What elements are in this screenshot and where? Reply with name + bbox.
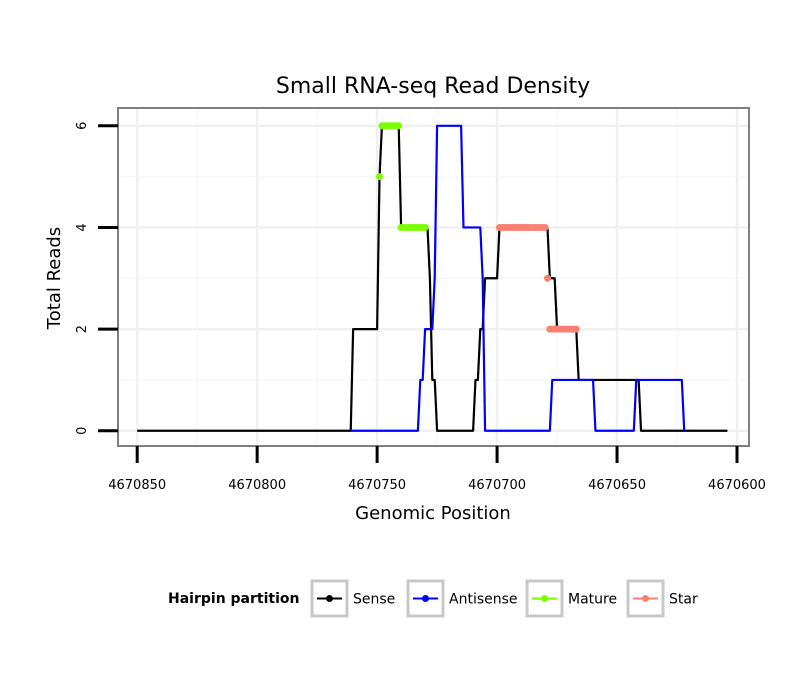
y-tick-label: 2 [75, 325, 90, 333]
legend-entry-star: Star [626, 579, 698, 618]
legend-title: Hairpin partition [168, 591, 299, 607]
x-axis-title: Genomic Position [355, 503, 511, 524]
mature-point [376, 173, 384, 181]
grid-lines [118, 108, 749, 446]
legend-key-dot [326, 595, 333, 602]
x-tick-label: 4670750 [348, 478, 406, 493]
legend-key-dot [422, 595, 429, 602]
legend-label: Antisense [449, 592, 518, 608]
legend-label: Mature [568, 592, 617, 608]
legend: Hairpin partition Sense Antisense Mature St… [168, 579, 698, 618]
legend-key-dot [642, 595, 649, 602]
mature-point [395, 122, 403, 130]
y-tick-label: 0 [75, 427, 90, 435]
legend-entry-sense: Sense [310, 579, 395, 618]
y-axis-title: Total Reads [44, 227, 65, 330]
panel-background [118, 108, 749, 446]
star-point [541, 223, 549, 231]
legend-key-dot [541, 595, 548, 602]
x-tick-label: 4670600 [708, 478, 766, 493]
legend-label: Sense [353, 592, 395, 608]
legend-entry-mature: Mature [525, 579, 617, 618]
legend-entry-antisense: Antisense [406, 579, 518, 618]
star-point [572, 325, 580, 333]
series-points-star [495, 223, 580, 333]
y-tick-label: 6 [75, 122, 90, 130]
plot-panel [118, 108, 749, 446]
y-tick-label: 4 [75, 223, 90, 231]
x-tick-label: 4670650 [588, 478, 646, 493]
x-tick-label: 4670700 [468, 478, 526, 493]
y-axis: 0 2 4 6 [75, 122, 118, 435]
star-point [543, 274, 551, 282]
legend-label: Star [669, 592, 698, 608]
x-tick-label: 4670850 [108, 478, 166, 493]
series-points-mature [376, 122, 429, 231]
series-layer [137, 122, 728, 432]
mature-point [421, 223, 429, 231]
series-line-antisense [350, 124, 686, 432]
x-tick-label: 4670800 [228, 478, 286, 493]
panel-border [117, 107, 750, 447]
x-axis: 4670850 4670800 4670750 4670700 4670650 46706… [108, 446, 766, 493]
chart-title: Small RNA-seq Read Density [276, 74, 590, 99]
